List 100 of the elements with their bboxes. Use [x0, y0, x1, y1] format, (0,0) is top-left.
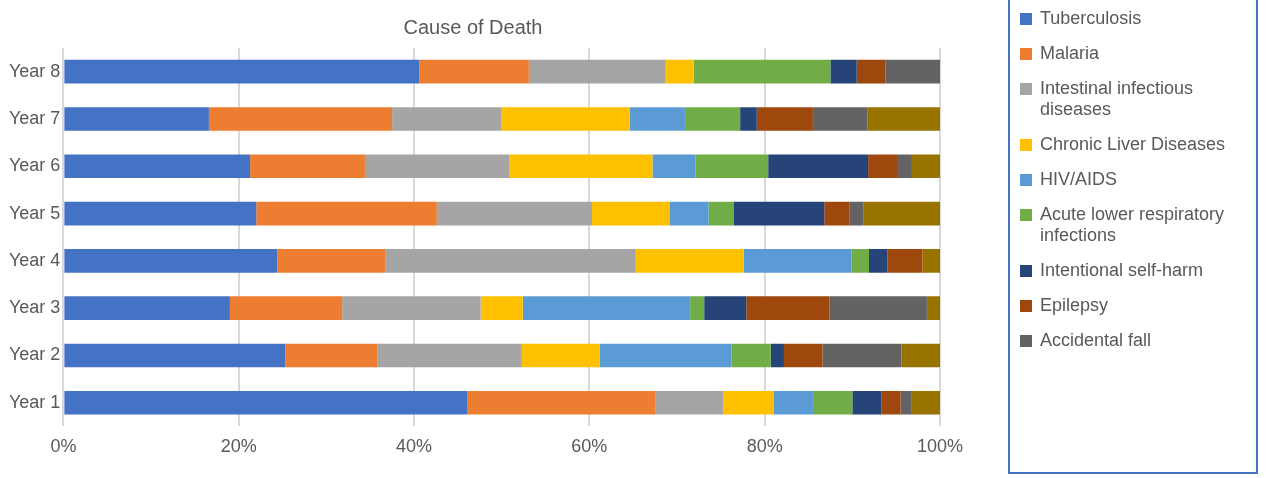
bar	[740, 107, 757, 131]
bar	[467, 390, 656, 415]
bar	[229, 296, 343, 320]
bar	[285, 343, 378, 368]
bar	[277, 249, 386, 273]
bar	[522, 296, 691, 320]
bar	[690, 296, 705, 320]
bar	[693, 59, 831, 84]
bar	[364, 154, 510, 179]
bar	[652, 154, 696, 179]
bar	[922, 249, 940, 273]
legend-label: Chronic Liver Diseases	[1040, 134, 1226, 155]
bar	[528, 59, 666, 84]
bar	[746, 296, 830, 320]
x-tick-label: 20%	[220, 436, 257, 457]
y-tick-label: Year 6	[8, 155, 61, 176]
bar	[509, 154, 653, 179]
bar	[64, 154, 251, 179]
bar	[867, 107, 940, 131]
bar	[591, 201, 670, 226]
bar	[911, 390, 940, 415]
legend-label: HIV/AIDS	[1040, 169, 1118, 190]
y-tick-label: Year 8	[8, 60, 61, 81]
bar	[881, 390, 901, 415]
x-tick-label: 60%	[571, 436, 608, 457]
legend-label: Accidental fall	[1040, 330, 1152, 351]
bar	[743, 249, 852, 273]
bar	[695, 154, 769, 179]
bar	[887, 249, 923, 273]
bar	[342, 296, 481, 320]
bar	[812, 390, 853, 415]
bar	[704, 296, 747, 320]
legend-label: Tuberculosis	[1040, 8, 1142, 29]
bar	[629, 107, 685, 131]
bar	[829, 296, 927, 320]
legend-label: Acute lower respiratory infections	[1040, 204, 1226, 246]
bar	[480, 296, 523, 320]
y-tick-label: Year 7	[8, 107, 61, 128]
bar	[419, 59, 529, 84]
bar	[64, 343, 286, 368]
legend-label: Intestinal infectious diseases	[1040, 78, 1195, 120]
bar	[856, 59, 886, 84]
y-tick-label: Year 3	[8, 297, 61, 318]
y-tick-label: Year 1	[8, 391, 61, 412]
bar	[868, 154, 898, 179]
y-tick-label: Year 5	[8, 202, 61, 223]
bar	[665, 59, 694, 84]
bar	[655, 390, 724, 415]
bar	[897, 154, 912, 179]
bar	[734, 201, 825, 226]
bar	[901, 343, 940, 368]
bar	[756, 107, 813, 131]
bar	[521, 343, 600, 368]
bar	[385, 249, 636, 273]
bar	[723, 390, 774, 415]
bar	[863, 201, 940, 226]
bar	[670, 201, 709, 226]
bar	[64, 296, 230, 320]
bar	[812, 107, 868, 131]
bar	[256, 201, 437, 226]
y-tick-label: Year 2	[8, 344, 61, 365]
bar	[64, 107, 209, 131]
bar	[900, 390, 912, 415]
bar	[731, 343, 771, 368]
bar	[770, 343, 784, 368]
bar	[768, 154, 869, 179]
bar	[684, 107, 741, 131]
bar	[64, 249, 278, 273]
bar	[773, 390, 813, 415]
bar	[250, 154, 365, 179]
bar	[824, 201, 850, 226]
bar	[868, 249, 888, 273]
chart-title: Cause of Death	[403, 15, 543, 38]
bar	[885, 59, 940, 84]
x-tick-label: 40%	[396, 436, 433, 457]
bar	[64, 390, 468, 415]
y-tick-label: Year 4	[8, 249, 61, 270]
legend-label: Intentional self-harm	[1040, 260, 1204, 281]
bar	[783, 343, 823, 368]
x-tick-label: 0%	[50, 436, 77, 457]
bar	[377, 343, 522, 368]
bar	[599, 343, 732, 368]
bar	[926, 296, 940, 320]
bar	[822, 343, 902, 368]
bar	[635, 249, 744, 273]
bar	[851, 249, 869, 273]
bar	[708, 201, 734, 226]
x-tick-label: 100%	[916, 436, 964, 457]
bar	[852, 390, 882, 415]
bar	[911, 154, 940, 179]
bar	[436, 201, 592, 226]
legend-label: Epilepsy	[1040, 295, 1109, 316]
bar	[208, 107, 393, 131]
legend-label: Malaria	[1040, 43, 1100, 64]
bar	[849, 201, 864, 226]
bar	[64, 201, 257, 226]
bar	[64, 59, 420, 84]
bar	[830, 59, 857, 84]
x-tick-label: 80%	[746, 436, 783, 457]
bar	[501, 107, 630, 131]
